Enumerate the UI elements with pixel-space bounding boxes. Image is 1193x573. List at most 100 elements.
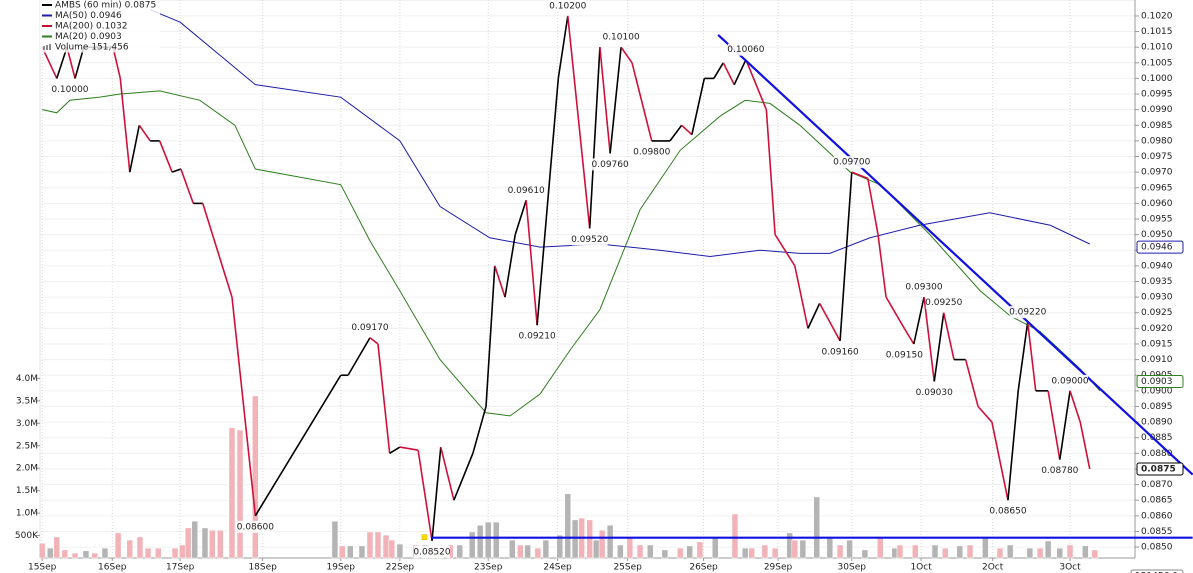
volume-bar <box>1066 544 1074 559</box>
price-segment <box>765 109 776 235</box>
volume-bar <box>1006 544 1014 559</box>
annotation-label: 0.09210 <box>519 332 556 342</box>
annotation-box <box>508 184 545 197</box>
y-tick-label: 0.0885 <box>1141 433 1173 443</box>
annotation-box <box>603 31 640 44</box>
y-tick-label: 0.0960 <box>1141 199 1173 209</box>
trendline-handle <box>421 534 428 540</box>
x-tick-label: 15Sep <box>28 563 57 573</box>
price-segment <box>231 297 257 516</box>
annotation-label: 0.08520 <box>413 547 450 557</box>
volume-bar <box>144 547 152 559</box>
y-tick-label: 0.0925 <box>1141 308 1173 318</box>
volume-bar <box>626 537 634 559</box>
price-segment <box>794 265 809 329</box>
annotation-box <box>633 145 670 158</box>
price-segment <box>369 337 379 345</box>
y-tick-label: 0.0895 <box>1141 402 1173 412</box>
volume-bar <box>1044 540 1052 559</box>
volume-bar <box>396 543 404 559</box>
price-segment <box>933 312 945 382</box>
volume-bar <box>46 547 54 559</box>
price-segment <box>691 78 706 135</box>
volume-bar <box>476 524 484 559</box>
volume-last-label: 151456.0 <box>1135 572 1178 573</box>
price-segment <box>417 450 433 541</box>
annotation: 0.09760 <box>592 158 629 171</box>
last-value-label: 0.0946 <box>1141 243 1173 253</box>
annotation-box <box>886 348 923 361</box>
annotation-label: 0.09000 <box>1051 376 1088 386</box>
price-segment <box>347 337 371 376</box>
x-tick-label: 26Sep <box>689 563 718 573</box>
price-segment <box>494 265 506 298</box>
annotation-label: 0.09170 <box>351 323 388 333</box>
volume-tick-label: 2.0M <box>16 464 38 474</box>
annotation: 0.09000 <box>1051 374 1089 387</box>
trendline <box>717 34 1193 476</box>
price-segment <box>504 234 517 298</box>
volume-bar <box>347 545 354 559</box>
y-tick-label: 0.0955 <box>1141 215 1173 225</box>
y-tick-label: 0.0935 <box>1141 277 1173 287</box>
volume-bar <box>771 547 779 559</box>
y-tick-label: 0.0980 <box>1141 136 1173 146</box>
annotation-label: 0.10060 <box>727 45 764 55</box>
volume-bar <box>184 527 192 559</box>
price-segment <box>472 406 487 454</box>
volume-bar <box>712 537 719 559</box>
annotation: 0.09300 <box>905 281 943 294</box>
x-tick-label: 29Sep <box>764 563 793 573</box>
y-tick-label: 0.0985 <box>1141 121 1173 131</box>
volume-bar <box>966 544 974 559</box>
price-segment <box>913 296 925 345</box>
price-segment <box>774 234 796 267</box>
volume-bar <box>517 544 524 559</box>
volume-bar <box>217 529 224 559</box>
volume-bar <box>82 550 90 559</box>
annotation-label: 0.08650 <box>989 507 1026 517</box>
annotation-box <box>833 156 870 169</box>
price-segment <box>609 47 622 154</box>
annotation: 0.08520 <box>413 545 451 558</box>
volume-bar <box>1056 547 1064 559</box>
price-segment <box>566 15 591 229</box>
volume-bar <box>236 429 244 559</box>
annotation: 0.09610 <box>508 184 545 197</box>
volume-bar <box>1091 549 1099 559</box>
price-segment <box>745 59 768 110</box>
annotation-box <box>906 281 943 294</box>
x-tick-label: 30Sep <box>838 563 867 573</box>
annotation-box <box>592 158 629 171</box>
volume-bar <box>136 536 144 559</box>
y-tick-label: 0.0890 <box>1141 418 1173 428</box>
x-tick-label: 25Sep <box>613 563 642 573</box>
price-segment <box>669 124 683 142</box>
x-tick-label: 24Sep <box>543 563 572 573</box>
annotation-box <box>1052 374 1089 387</box>
volume-bar <box>1026 547 1034 559</box>
legend-backdrop <box>40 42 160 53</box>
annotation: 0.10000 <box>51 83 89 96</box>
annotation-label: 0.09700 <box>833 158 870 168</box>
volume-bar <box>982 537 989 559</box>
annotation: 0.09800 <box>633 145 671 158</box>
y-tick-label: 0.0970 <box>1141 168 1173 178</box>
volume-bar <box>179 544 186 559</box>
legend-backdrop <box>40 21 160 32</box>
price-segment <box>867 178 879 235</box>
annotation-label: 0.09030 <box>916 388 953 398</box>
volume-bar <box>542 539 550 559</box>
annotation: 0.08780 <box>1041 464 1079 477</box>
price-segment <box>557 15 569 79</box>
y-tick-label: 0.0965 <box>1141 183 1173 193</box>
volume-bar <box>252 395 259 559</box>
price-segment <box>942 312 955 360</box>
annotation: 0.10100 <box>602 31 640 44</box>
annotation-label: 0.08780 <box>1041 466 1078 476</box>
x-tick-label: 2Oct <box>982 563 1004 573</box>
volume-bar <box>564 493 572 559</box>
volume-bar <box>71 552 79 559</box>
price-segment <box>1069 390 1082 423</box>
volume-bar <box>524 544 531 559</box>
